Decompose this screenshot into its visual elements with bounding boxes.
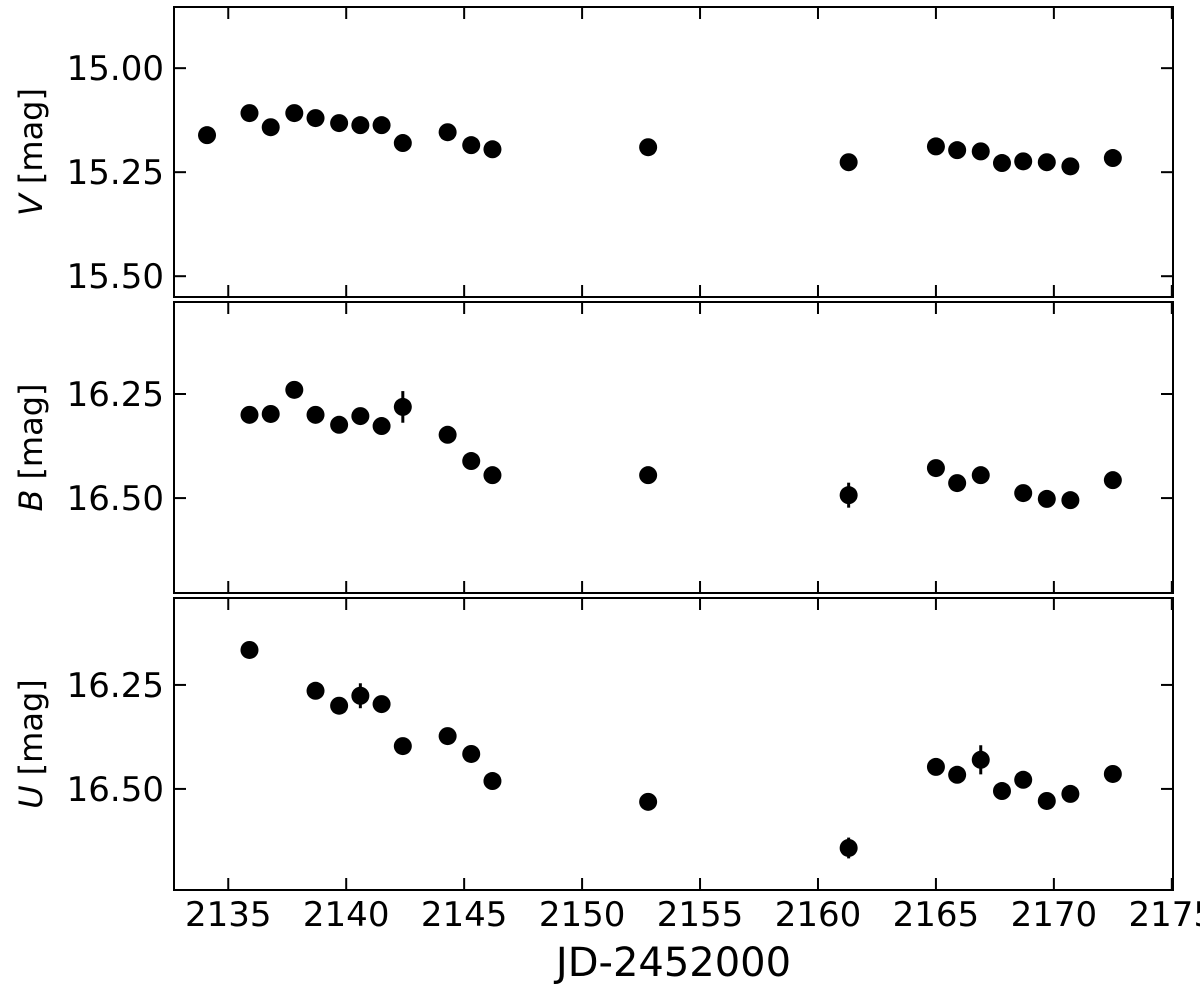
data-point [926,459,945,478]
data-point [639,792,658,811]
y-tick-label: 15.50 [67,257,164,297]
data-point [261,404,280,423]
data-point [285,380,304,399]
data-point [1061,784,1080,803]
data-point [306,681,325,700]
data-point [198,126,217,145]
data-point [483,466,502,485]
data-point [351,407,370,426]
data-point [1103,149,1122,168]
data-point [1037,791,1056,810]
x-tick-label: 2175 [1129,895,1200,935]
data-point [330,114,349,133]
data-point [306,405,325,424]
x-tick-label: 2160 [775,895,862,935]
data-point [839,153,858,172]
data-point [285,104,304,123]
data-point [1014,484,1033,503]
data-point [372,417,391,436]
y-tick-label: 15.00 [67,49,164,89]
data-point [971,750,990,769]
data-point [393,134,412,153]
data-point [393,737,412,756]
data-point [926,757,945,776]
y-axis-label: B [mag] [12,383,50,511]
data-point [240,640,259,659]
y-axis-label: U [mag] [12,679,50,808]
plot-frame [173,6,1174,298]
data-point [1037,153,1056,172]
y-tick-label: 16.25 [67,375,164,415]
data-point [1014,770,1033,789]
data-point [351,686,370,705]
data-point [948,765,967,784]
data-point [462,744,481,763]
data-point [306,109,325,128]
data-point [438,727,457,746]
data-point [351,116,370,135]
x-axis-label: JD-2452000 [553,940,791,986]
data-point [639,466,658,485]
data-point [1061,157,1080,176]
x-tick-label: 2140 [303,895,390,935]
x-tick-label: 2150 [539,895,626,935]
y-axis-symbol: B [12,490,50,512]
data-point [992,154,1011,173]
y-axis-symbol: U [12,785,50,808]
data-point [992,782,1011,801]
data-point [438,123,457,142]
y-axis-unit: [mag] [12,88,50,184]
data-point [372,116,391,135]
data-point [1037,489,1056,508]
data-point [483,772,502,791]
y-tick-label: 16.50 [67,770,164,810]
data-point [372,695,391,714]
y-tick-label: 16.25 [67,666,164,706]
data-point [839,838,858,857]
data-point [1014,152,1033,171]
plot-frame [173,597,1174,891]
data-point [948,141,967,160]
data-point [330,696,349,715]
data-point [1061,491,1080,510]
data-point [948,474,967,493]
y-axis-symbol: V [12,192,50,216]
x-tick-label: 2155 [657,895,744,935]
data-point [462,136,481,155]
data-point [393,397,412,416]
x-tick-label: 2135 [185,895,272,935]
y-tick-label: 15.25 [67,153,164,193]
data-point [330,415,349,434]
y-axis-unit: [mag] [12,383,50,479]
data-point [483,140,502,159]
y-axis-unit: [mag] [12,679,50,775]
data-point [462,452,481,471]
data-point [926,137,945,156]
y-axis-label: V [mag] [12,88,50,216]
x-tick-label: 2170 [1011,895,1098,935]
data-point [240,405,259,424]
y-tick-label: 16.50 [67,479,164,519]
x-tick-label: 2145 [421,895,508,935]
data-point [971,466,990,485]
data-point [261,118,280,137]
data-point [1103,471,1122,490]
data-point [438,425,457,444]
data-point [839,486,858,505]
data-point [971,142,990,161]
data-point [1103,764,1122,783]
data-point [639,138,658,157]
plot-frame [173,301,1174,594]
data-point [240,104,259,123]
x-tick-label: 2165 [893,895,980,935]
